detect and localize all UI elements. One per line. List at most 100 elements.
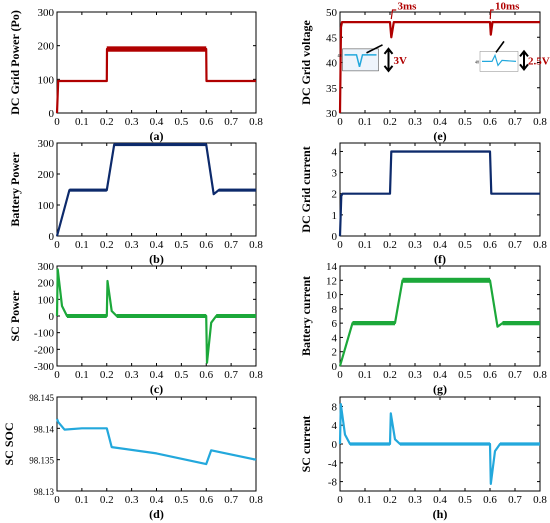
x-tick-label: 0.3 — [408, 369, 422, 381]
x-tick-label: 0.4 — [150, 239, 164, 251]
x-tick-label: 0.6 — [199, 239, 213, 251]
y-tick-label: 4 — [332, 332, 338, 344]
y-tick-label: 300 — [38, 138, 55, 150]
y-tick-label: 98.145 — [29, 393, 54, 403]
x-tick-label: 0.6 — [483, 494, 497, 506]
y-tick-label: 3 — [332, 168, 338, 180]
x-tick-label: 0.5 — [175, 116, 189, 128]
x-tick-label: 0.3 — [125, 369, 139, 381]
y-tick-label: 4 — [332, 146, 338, 158]
x-tick-label: 0.8 — [249, 369, 263, 381]
x-tick-label: 0.7 — [508, 369, 522, 381]
x-tick-label: 0.1 — [358, 239, 372, 251]
y-tick-label: 100 — [38, 200, 55, 212]
annotation-3ms: 3ms — [398, 0, 418, 12]
x-tick-label: 0.4 — [433, 239, 447, 251]
y-tick-label: -300 — [34, 361, 55, 373]
x-tick-label: 0.1 — [358, 116, 372, 128]
y-tick-label: 300 — [38, 261, 55, 273]
x-tick-label: 0.4 — [150, 116, 164, 128]
series-line — [338, 403, 540, 485]
panel-caption: (f) — [434, 252, 446, 266]
x-tick-label: 0.5 — [458, 369, 472, 381]
panel-caption: (b) — [149, 252, 164, 266]
x-tick-label: 0.6 — [199, 494, 213, 506]
x-tick-label: 0.8 — [249, 494, 263, 506]
x-tick-label: 0.8 — [533, 116, 547, 128]
plot-frame — [56, 396, 257, 492]
y-tick-label: 35 — [326, 83, 338, 95]
y-tick-label: 98.135 — [29, 456, 54, 466]
x-tick-label: 0 — [337, 369, 343, 381]
y-tick-label: -200 — [34, 344, 55, 356]
x-tick-label: 0.2 — [100, 239, 114, 251]
x-tick-label: 0.1 — [358, 494, 372, 506]
y-tick-label: 98.14 — [34, 424, 55, 434]
y-tick-label: 0 — [49, 231, 55, 243]
x-tick-label: 0.1 — [75, 239, 89, 251]
y-tick-label: 40 — [326, 58, 338, 70]
x-tick-label: 0.2 — [100, 494, 114, 506]
inset-trace — [344, 54, 377, 68]
x-tick-label: 0.1 — [75, 116, 89, 128]
y-tick-label: 50 — [326, 7, 338, 19]
y-tick-label: 200 — [38, 41, 55, 53]
y-tick-label: 0 — [49, 311, 55, 323]
x-tick-label: 0.6 — [483, 116, 497, 128]
panel-caption: (h) — [433, 507, 448, 521]
y-tick-label: 14 — [326, 261, 338, 273]
panel-e: 0 0.1 0.2 0.3 0.4 0.5 0.6 0.7 0.8 30 35 40 45 50 DC Gr… — [299, 0, 550, 143]
y-tick-label: 1 — [332, 210, 338, 222]
x-tick-label: 0.2 — [383, 494, 397, 506]
y-tick-label: 200 — [38, 169, 55, 181]
x-tick-label: 0.2 — [383, 239, 397, 251]
y-tick-label: 2 — [332, 347, 338, 359]
x-tick-label: 0.4 — [433, 116, 447, 128]
panel-h: 0 0.1 0.2 0.3 0.4 0.5 0.6 0.7 0.8 -8 -4 0 4 8 SC curre… — [299, 396, 547, 521]
y-axis-label: DC Grid current — [299, 146, 313, 232]
series-line — [338, 150, 540, 237]
annotation-10ms: 10ms — [495, 0, 520, 12]
x-tick-label: 0 — [337, 494, 343, 506]
x-tick-label: 0.5 — [458, 494, 472, 506]
x-tick-label: 0.8 — [249, 239, 263, 251]
y-tick-label: 8 — [332, 401, 338, 413]
x-tick-label: 0 — [337, 239, 343, 251]
arrow-10ms — [489, 9, 494, 20]
annotation-3v: 3V — [394, 55, 408, 67]
x-tick-label: 0 — [337, 116, 343, 128]
x-tick-label: 0.5 — [175, 494, 189, 506]
panel-caption: (e) — [433, 129, 446, 143]
x-tick-label: 0.8 — [533, 369, 547, 381]
y-tick-label: 100 — [38, 294, 55, 306]
x-tick-label: 0.2 — [100, 369, 114, 381]
x-tick-label: 0.1 — [358, 369, 372, 381]
y-axis-label: DC Grid Power (Po) — [8, 10, 22, 115]
double-arrow-heads — [383, 47, 394, 73]
plot-frame — [339, 142, 541, 237]
y-tick-label: 30 — [326, 108, 338, 120]
x-tick-label: 0.1 — [75, 369, 89, 381]
x-tick-label: 0.5 — [458, 239, 472, 251]
x-tick-label: 0.4 — [433, 369, 447, 381]
panel-g: 0 0.1 0.2 0.3 0.4 0.5 0.6 0.7 0.8 0 2 4 6 8 10 12 14 Batt… — [299, 261, 547, 396]
x-tick-label: 0.5 — [458, 116, 472, 128]
x-tick-label: 0.3 — [125, 239, 139, 251]
panel-b: 0 0.1 0.2 0.3 0.4 0.5 0.6 0.7 0.8 0 100 200 300 Batte… — [8, 138, 263, 266]
y-tick-label: 300 — [38, 7, 55, 19]
inset-tick-label: 48 — [338, 53, 342, 58]
inset-pointer-arrow — [366, 44, 383, 54]
y-axis-label: SC current — [299, 416, 313, 473]
panel-caption: (d) — [149, 507, 164, 521]
y-tick-label: -100 — [34, 328, 55, 340]
arrow-3ms — [390, 9, 397, 20]
panel-caption: (g) — [433, 382, 447, 396]
y-tick-label: 98.13 — [34, 487, 55, 497]
x-tick-label: 0.7 — [508, 239, 522, 251]
y-tick-label: 0 — [49, 108, 55, 120]
x-tick-label: 0.7 — [224, 116, 238, 128]
y-axis-label: Battery current — [299, 276, 313, 356]
x-tick-label: 0.4 — [150, 369, 164, 381]
x-tick-label: 0.2 — [383, 369, 397, 381]
